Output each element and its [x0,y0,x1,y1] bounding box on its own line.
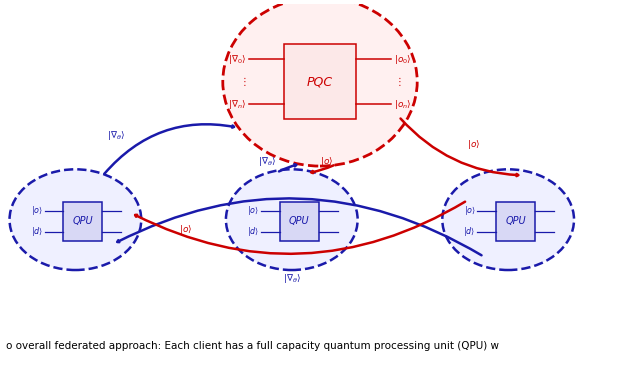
Text: $|o\rangle$: $|o\rangle$ [467,138,480,151]
Text: QPU: QPU [506,216,526,226]
Text: $|\nabla_\theta\rangle$: $|\nabla_\theta\rangle$ [107,129,125,142]
FancyBboxPatch shape [496,202,535,241]
Text: $|\nabla_n\rangle$: $|\nabla_n\rangle$ [228,97,246,111]
Ellipse shape [10,169,141,270]
Text: $|\nabla_\theta\rangle$: $|\nabla_\theta\rangle$ [258,155,276,168]
Text: $|\nabla_\theta\rangle$: $|\nabla_\theta\rangle$ [283,272,301,285]
Text: $|d\rangle$: $|d\rangle$ [247,225,259,238]
Text: $|o\rangle$: $|o\rangle$ [179,223,192,236]
FancyBboxPatch shape [280,202,319,241]
Text: $|o\rangle$: $|o\rangle$ [463,204,476,217]
Text: $|d\rangle$: $|d\rangle$ [463,225,476,238]
Text: $|o_n\rangle$: $|o_n\rangle$ [394,97,411,111]
Text: $|o_0\rangle$: $|o_0\rangle$ [394,53,411,66]
Text: $|o\rangle$: $|o\rangle$ [319,155,333,168]
Ellipse shape [226,169,358,270]
FancyBboxPatch shape [284,44,356,119]
FancyBboxPatch shape [63,202,102,241]
Text: $|\nabla_0\rangle$: $|\nabla_0\rangle$ [228,53,246,66]
Text: QPU: QPU [289,216,310,226]
Text: QPU: QPU [72,216,93,226]
Text: $|o\rangle$: $|o\rangle$ [247,204,259,217]
Ellipse shape [442,169,574,270]
Text: $|d\rangle$: $|d\rangle$ [31,225,43,238]
Text: $\vdots$: $\vdots$ [394,75,401,88]
Text: o overall federated approach: Each client has a full capacity quantum processing: o overall federated approach: Each clien… [6,342,499,351]
Text: $\vdots$: $\vdots$ [239,75,246,88]
Text: $|o\rangle$: $|o\rangle$ [31,204,43,217]
Text: PQC: PQC [307,75,333,88]
Ellipse shape [223,0,417,166]
